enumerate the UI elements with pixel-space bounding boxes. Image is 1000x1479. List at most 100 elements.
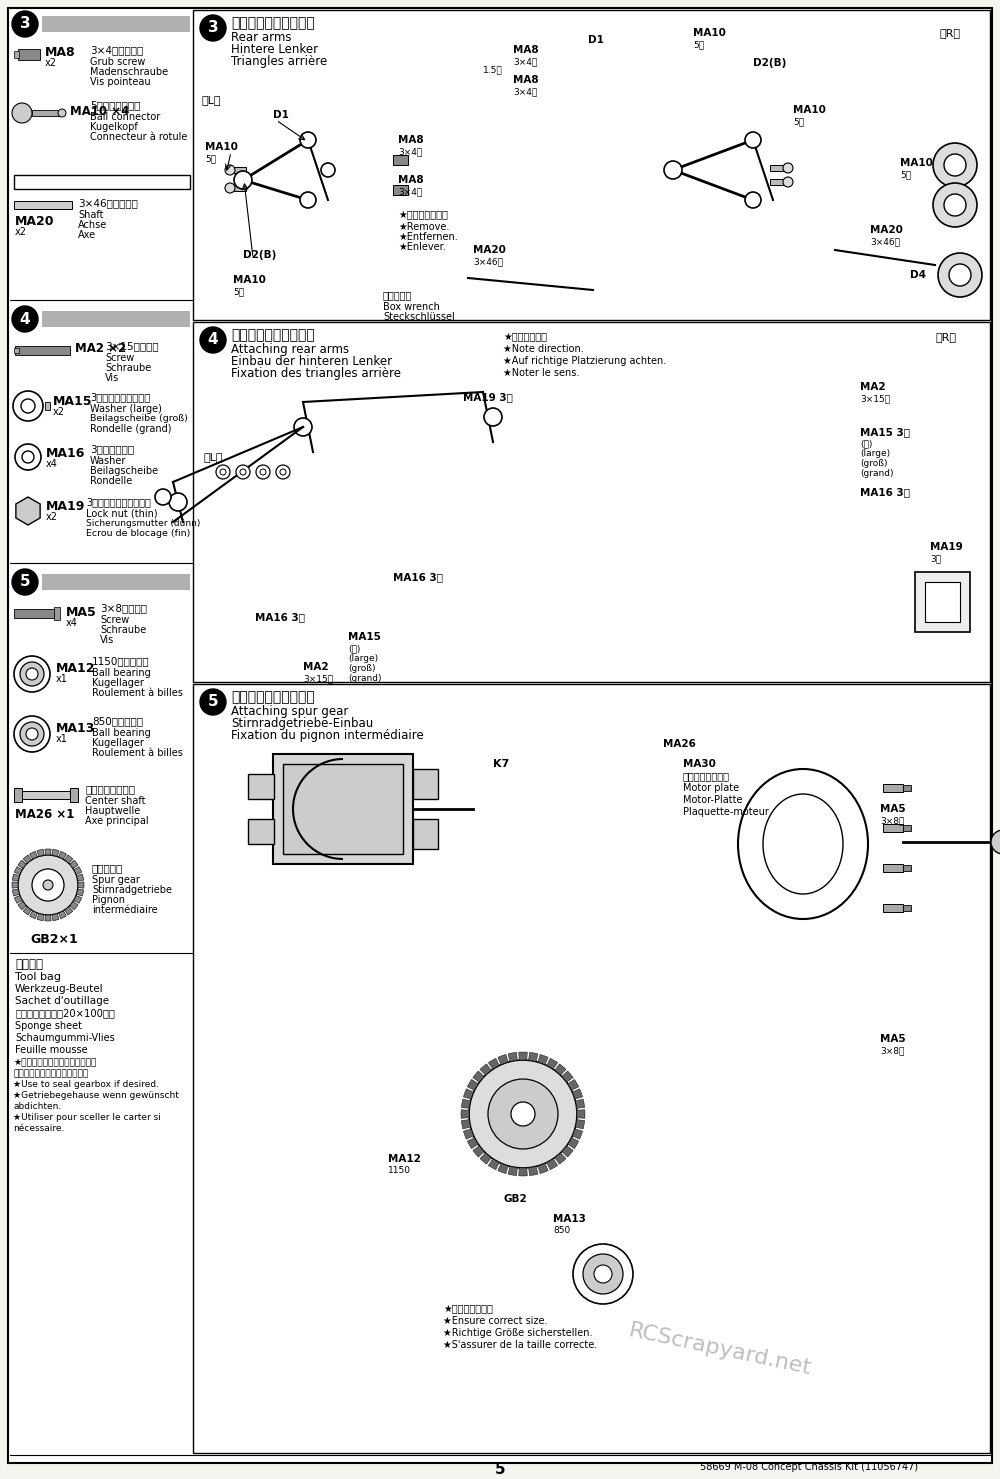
Wedge shape [77, 874, 84, 881]
Text: Pignon: Pignon [92, 895, 125, 905]
Text: 3×8㎜: 3×8㎜ [880, 1046, 904, 1055]
Text: 3: 3 [208, 21, 218, 35]
Circle shape [949, 263, 971, 285]
Wedge shape [562, 1071, 573, 1083]
Text: Madenschraube: Madenschraube [90, 67, 168, 77]
Bar [14, 201, 72, 209]
Circle shape [216, 464, 230, 479]
Text: 1150: 1150 [388, 1165, 411, 1174]
Circle shape [21, 399, 35, 413]
Text: 5㎜: 5㎜ [205, 154, 216, 163]
Text: MA20: MA20 [473, 246, 506, 254]
Bar [42, 311, 190, 327]
Text: Sponge sheet: Sponge sheet [15, 1021, 82, 1031]
Text: MA16: MA16 [46, 447, 85, 460]
Wedge shape [52, 849, 59, 856]
Circle shape [200, 689, 226, 714]
Text: Beilagscheibe (groß): Beilagscheibe (groß) [90, 414, 188, 423]
Text: (grand): (grand) [860, 469, 894, 478]
Wedge shape [77, 889, 84, 896]
Text: Schraube: Schraube [100, 626, 146, 634]
Text: Connecteur à rotule: Connecteur à rotule [90, 132, 187, 142]
Text: Fixation des triangles arrière: Fixation des triangles arrière [231, 367, 401, 380]
Wedge shape [59, 911, 66, 918]
Text: 3×46㎜: 3×46㎜ [473, 257, 503, 266]
Circle shape [276, 464, 290, 479]
Text: Einbau der hinteren Lenker: Einbau der hinteren Lenker [231, 355, 392, 368]
Wedge shape [547, 1158, 558, 1170]
Text: MA10: MA10 [233, 275, 266, 285]
Bar [903, 785, 911, 791]
Text: Steckschlüssel: Steckschlüssel [383, 312, 455, 322]
Text: MA2: MA2 [303, 663, 329, 671]
Circle shape [321, 163, 335, 177]
Circle shape [938, 253, 982, 297]
Bar [248, 774, 274, 799]
Bar [234, 185, 246, 191]
Text: MA5: MA5 [880, 805, 906, 813]
Wedge shape [23, 855, 31, 864]
Text: K7: K7 [493, 759, 509, 769]
Text: スパーギヤ: スパーギヤ [92, 864, 123, 873]
Circle shape [664, 161, 682, 179]
Text: スパーギヤの取り付け: スパーギヤの取り付け [231, 691, 315, 704]
Text: MA26 ×1: MA26 ×1 [15, 808, 74, 821]
Text: Roulement à billes: Roulement à billes [92, 688, 183, 698]
Text: ★Enlever.: ★Enlever. [398, 243, 446, 251]
Circle shape [43, 880, 53, 890]
Wedge shape [538, 1164, 548, 1174]
Text: 1.5㎜: 1.5㎜ [483, 65, 503, 74]
Text: Beilagscheibe: Beilagscheibe [90, 466, 158, 476]
Text: (large): (large) [348, 654, 378, 663]
Wedge shape [461, 1109, 469, 1118]
Text: 3×15㎜丸ビス: 3×15㎜丸ビス [105, 342, 159, 351]
Text: x2: x2 [53, 407, 65, 417]
Wedge shape [45, 849, 51, 855]
Wedge shape [529, 1053, 538, 1062]
Text: MA5: MA5 [66, 606, 97, 620]
Text: Werkzeug-Beutel: Werkzeug-Beutel [15, 984, 104, 994]
Text: 《R》: 《R》 [940, 28, 961, 38]
Text: (large): (large) [860, 450, 890, 458]
Text: ★向きに注意。: ★向きに注意。 [503, 331, 547, 342]
Text: D2(B): D2(B) [753, 58, 786, 68]
Text: MA26: MA26 [663, 740, 696, 748]
Text: MA5: MA5 [880, 1034, 906, 1044]
Text: MA19: MA19 [930, 541, 963, 552]
Bar [18, 49, 40, 61]
Text: 3×46㎜: 3×46㎜ [870, 237, 900, 246]
Bar [393, 185, 408, 195]
Circle shape [944, 154, 966, 176]
Wedge shape [30, 852, 37, 859]
Wedge shape [65, 907, 73, 916]
Text: MA10: MA10 [900, 158, 933, 169]
Text: Washer: Washer [90, 456, 126, 466]
Bar [883, 784, 903, 791]
Bar [193, 683, 990, 1452]
Circle shape [488, 1080, 558, 1149]
Text: す。ご自由にお使いください。: す。ご自由にお使いください。 [13, 1069, 88, 1078]
Bar [193, 322, 990, 682]
Bar [903, 865, 911, 871]
Text: Vis pointeau: Vis pointeau [90, 77, 151, 87]
Circle shape [944, 194, 966, 216]
Text: 《L》: 《L》 [201, 95, 220, 105]
Text: MA20: MA20 [15, 214, 54, 228]
Wedge shape [572, 1089, 583, 1099]
Circle shape [22, 451, 34, 463]
Text: ★Richtige Größe sicherstellen.: ★Richtige Größe sicherstellen. [443, 1328, 592, 1338]
Text: ★Ensure correct size.: ★Ensure correct size. [443, 1316, 548, 1327]
Text: MA2: MA2 [860, 382, 886, 392]
Text: Stirnradgetriebe: Stirnradgetriebe [92, 884, 172, 895]
Text: 3×4㎜: 3×4㎜ [398, 186, 422, 197]
Circle shape [991, 830, 1000, 853]
Text: 5㎜: 5㎜ [233, 287, 244, 296]
Text: ★Auf richtige Platzierung achten.: ★Auf richtige Platzierung achten. [503, 356, 666, 365]
Text: x2: x2 [15, 226, 27, 237]
Text: Fixation du pignon intermédiaire: Fixation du pignon intermédiaire [231, 729, 424, 742]
Circle shape [300, 132, 316, 148]
Bar [903, 905, 911, 911]
Text: 3: 3 [20, 16, 30, 31]
Bar [193, 10, 990, 319]
Circle shape [58, 109, 66, 117]
